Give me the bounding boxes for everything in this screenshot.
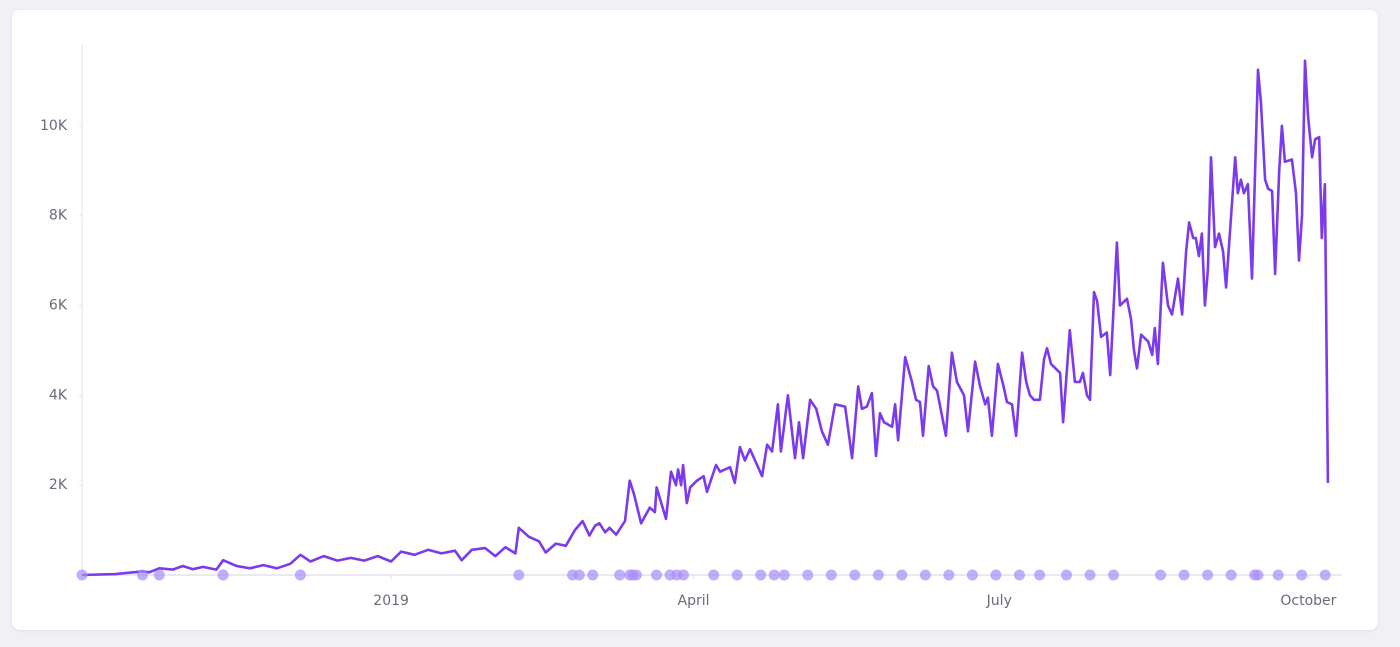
event-marker [1034,569,1046,581]
event-marker [1319,569,1331,581]
y-tick-label: 6K [49,298,68,314]
event-marker [1084,569,1096,581]
event-marker [943,569,955,581]
event-marker [990,569,1002,581]
event-marker [1155,569,1167,581]
event-marker [778,569,790,581]
event-marker [872,569,884,581]
line [81,59,1330,577]
event-marker [966,569,978,581]
x-tick-label: July [986,593,1012,609]
event-marker [755,569,767,581]
y-tick-label: 10K [40,118,68,134]
y-tick-label: 4K [49,387,68,403]
event-marker [1296,569,1308,581]
event-marker [217,569,229,581]
event-marker [1108,569,1120,581]
event-marker [919,569,931,581]
x-tick-label: 2019 [373,593,409,609]
event-marker [651,569,663,581]
event-marker [1272,569,1284,581]
event-marker [825,569,837,581]
event-marker [76,569,88,581]
event-marker [677,569,689,581]
event-marker [573,569,585,581]
event-marker [630,569,642,581]
event-marker [1013,569,1025,581]
event-marker [1225,569,1237,581]
event-marker [896,569,908,581]
event-marker [708,569,720,581]
event-marker [1178,569,1190,581]
event-marker [731,569,743,581]
card [12,10,1378,630]
event-marker [136,569,148,581]
event-marker [294,569,306,581]
y-tick-label: 8K [49,208,68,224]
event-marker [849,569,861,581]
y-tick-label: 2K [49,477,68,493]
event-marker [614,569,626,581]
event-marker [153,569,165,581]
event-marker [1060,569,1072,581]
event-marker [587,569,599,581]
event-marker [768,569,780,581]
event-marker [1202,569,1214,581]
event-marker [1252,569,1264,581]
event-marker [513,569,525,581]
event-marker [802,569,814,581]
x-tick-label: April [678,593,710,609]
x-tick-label: October [1280,593,1336,609]
